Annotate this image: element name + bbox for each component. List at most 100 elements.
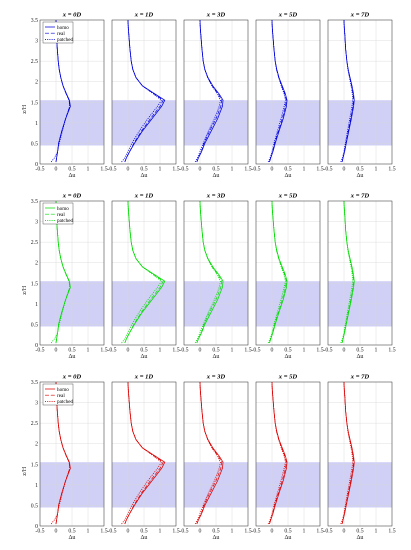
series-line-real	[124, 200, 164, 344]
x-tick-label: 1	[159, 348, 162, 354]
x-tick-label: 1.5	[172, 348, 179, 354]
x-tick-label: 1	[303, 167, 306, 173]
x-tick-label: -0.5	[179, 167, 188, 173]
series-line-real	[124, 19, 164, 163]
plot-frame	[111, 200, 177, 346]
panel-r1-c1: x = 0D-0.5 0 0.5 1 1.5Δu00.511.522.533.5z/Hh…	[21, 12, 108, 180]
x-axis-label: Δu	[68, 534, 75, 541]
x-tick-label: 0	[271, 529, 274, 535]
x-tick-label: 0.5	[140, 167, 147, 173]
y-axis-label: z/H	[21, 104, 28, 113]
legend-label: patched	[57, 399, 74, 405]
plot-frame	[327, 381, 393, 527]
y-tick-label: 0	[35, 343, 38, 349]
plot-frame	[255, 381, 321, 527]
x-tick-label: -0.5	[251, 529, 260, 535]
x-tick-label: 0	[343, 348, 346, 354]
plot-frame	[183, 19, 249, 165]
plot-frame	[255, 19, 321, 165]
x-tick-label: -0.5	[323, 167, 332, 173]
x-tick-label: 0	[127, 529, 130, 535]
panel-r1-c4: x = 5D -0.5 0 0.5 1 1.5 Δu	[251, 12, 323, 180]
series-line-patched	[340, 381, 354, 525]
x-tick-label: 1.5	[100, 529, 107, 535]
legend-label: real	[57, 212, 65, 218]
y-tick-label: 2.5	[31, 421, 38, 427]
legend-label: patched	[57, 218, 74, 224]
x-tick-label: 0.5	[68, 167, 75, 173]
x-tick-label: 1.5	[244, 167, 251, 173]
series-line-patched	[340, 200, 354, 344]
x-tick-label: 0	[271, 167, 274, 173]
legend-label: patched	[57, 37, 74, 43]
x-tick-label: -0.5	[323, 529, 332, 535]
panel-r1-c3: x = 3D -0.5 0 0.5 1 1.5 Δu	[179, 12, 251, 180]
x-tick-label: 0	[127, 348, 130, 354]
panel-r1-c5: x = 7D -0.5 0 0.5 1 1.5 Δu	[323, 12, 395, 180]
y-tick-label: 0.5	[31, 141, 38, 147]
y-tick-label: 2	[35, 80, 38, 86]
x-tick-label: 1.5	[388, 348, 395, 354]
x-tick-label: 0.5	[140, 529, 147, 535]
series-line-patched	[50, 200, 71, 344]
x-tick-label: 1.5	[244, 529, 251, 535]
panel-title: x = 7D	[350, 12, 370, 19]
x-tick-label: 1.5	[316, 529, 323, 535]
series-line-real	[55, 19, 71, 162]
x-tick-label: 1	[375, 529, 378, 535]
x-tick-label: 0	[343, 167, 346, 173]
x-axis-label: Δu	[356, 353, 363, 360]
series-line-real	[269, 19, 287, 163]
panel-title: x = 5D	[278, 374, 298, 381]
x-tick-label: -0.5	[323, 348, 332, 354]
y-tick-label: 3.5	[31, 380, 38, 386]
x-tick-label: 1.5	[316, 167, 323, 173]
x-tick-label: -0.5	[107, 348, 116, 354]
y-tick-label: 0.5	[31, 503, 38, 509]
x-axis-label: Δu	[68, 172, 75, 179]
x-tick-label: 1.5	[388, 529, 395, 535]
y-tick-label: 1	[35, 302, 38, 308]
panel-title: x = 5D	[278, 193, 298, 200]
panel-r2-c5: x = 7D -0.5 0 0.5 1 1.5 Δu	[323, 193, 395, 361]
panel-r1-c2: x = 1D -0.5 0 0.5 1 1.5 Δu	[107, 12, 179, 180]
y-tick-label: 2	[35, 442, 38, 448]
series-line-real	[124, 381, 164, 525]
x-tick-label: 1	[231, 529, 234, 535]
x-tick-label: 1.5	[100, 167, 107, 173]
x-tick-label: 0	[343, 529, 346, 535]
panel-r2-c3: x = 3D -0.5 0 0.5 1 1.5 Δu	[179, 193, 251, 361]
x-tick-label: 0.5	[140, 348, 147, 354]
y-tick-label: 0.5	[31, 322, 38, 328]
x-tick-label: -0.5	[179, 348, 188, 354]
x-tick-label: 0	[55, 167, 58, 173]
x-tick-label: 0.5	[68, 529, 75, 535]
x-tick-label: 1	[375, 348, 378, 354]
x-tick-label: 0	[199, 348, 202, 354]
y-tick-label: 1	[35, 121, 38, 127]
y-tick-label: 1.5	[31, 100, 38, 106]
x-tick-label: 1	[231, 348, 234, 354]
x-tick-label: 1	[159, 529, 162, 535]
plot-frame	[183, 200, 249, 346]
series-line-patched	[121, 19, 163, 163]
x-tick-label: 0	[271, 348, 274, 354]
x-tick-label: 1	[87, 529, 90, 535]
x-tick-label: 0.5	[356, 529, 363, 535]
x-axis-label: Δu	[212, 353, 219, 360]
x-tick-label: 0	[127, 167, 130, 173]
y-tick-label: 2.5	[31, 59, 38, 65]
series-line-patched	[121, 381, 163, 525]
x-tick-label: 1.5	[316, 348, 323, 354]
x-tick-label: 1.5	[172, 167, 179, 173]
x-tick-label: 1	[159, 167, 162, 173]
x-tick-label: -0.5	[179, 529, 188, 535]
x-tick-label: 0.5	[356, 348, 363, 354]
y-tick-label: 0	[35, 162, 38, 168]
series-line-real	[269, 381, 287, 525]
panel-r2-c2: x = 1D -0.5 0 0.5 1 1.5 Δu	[107, 193, 179, 361]
x-axis-label: Δu	[68, 353, 75, 360]
